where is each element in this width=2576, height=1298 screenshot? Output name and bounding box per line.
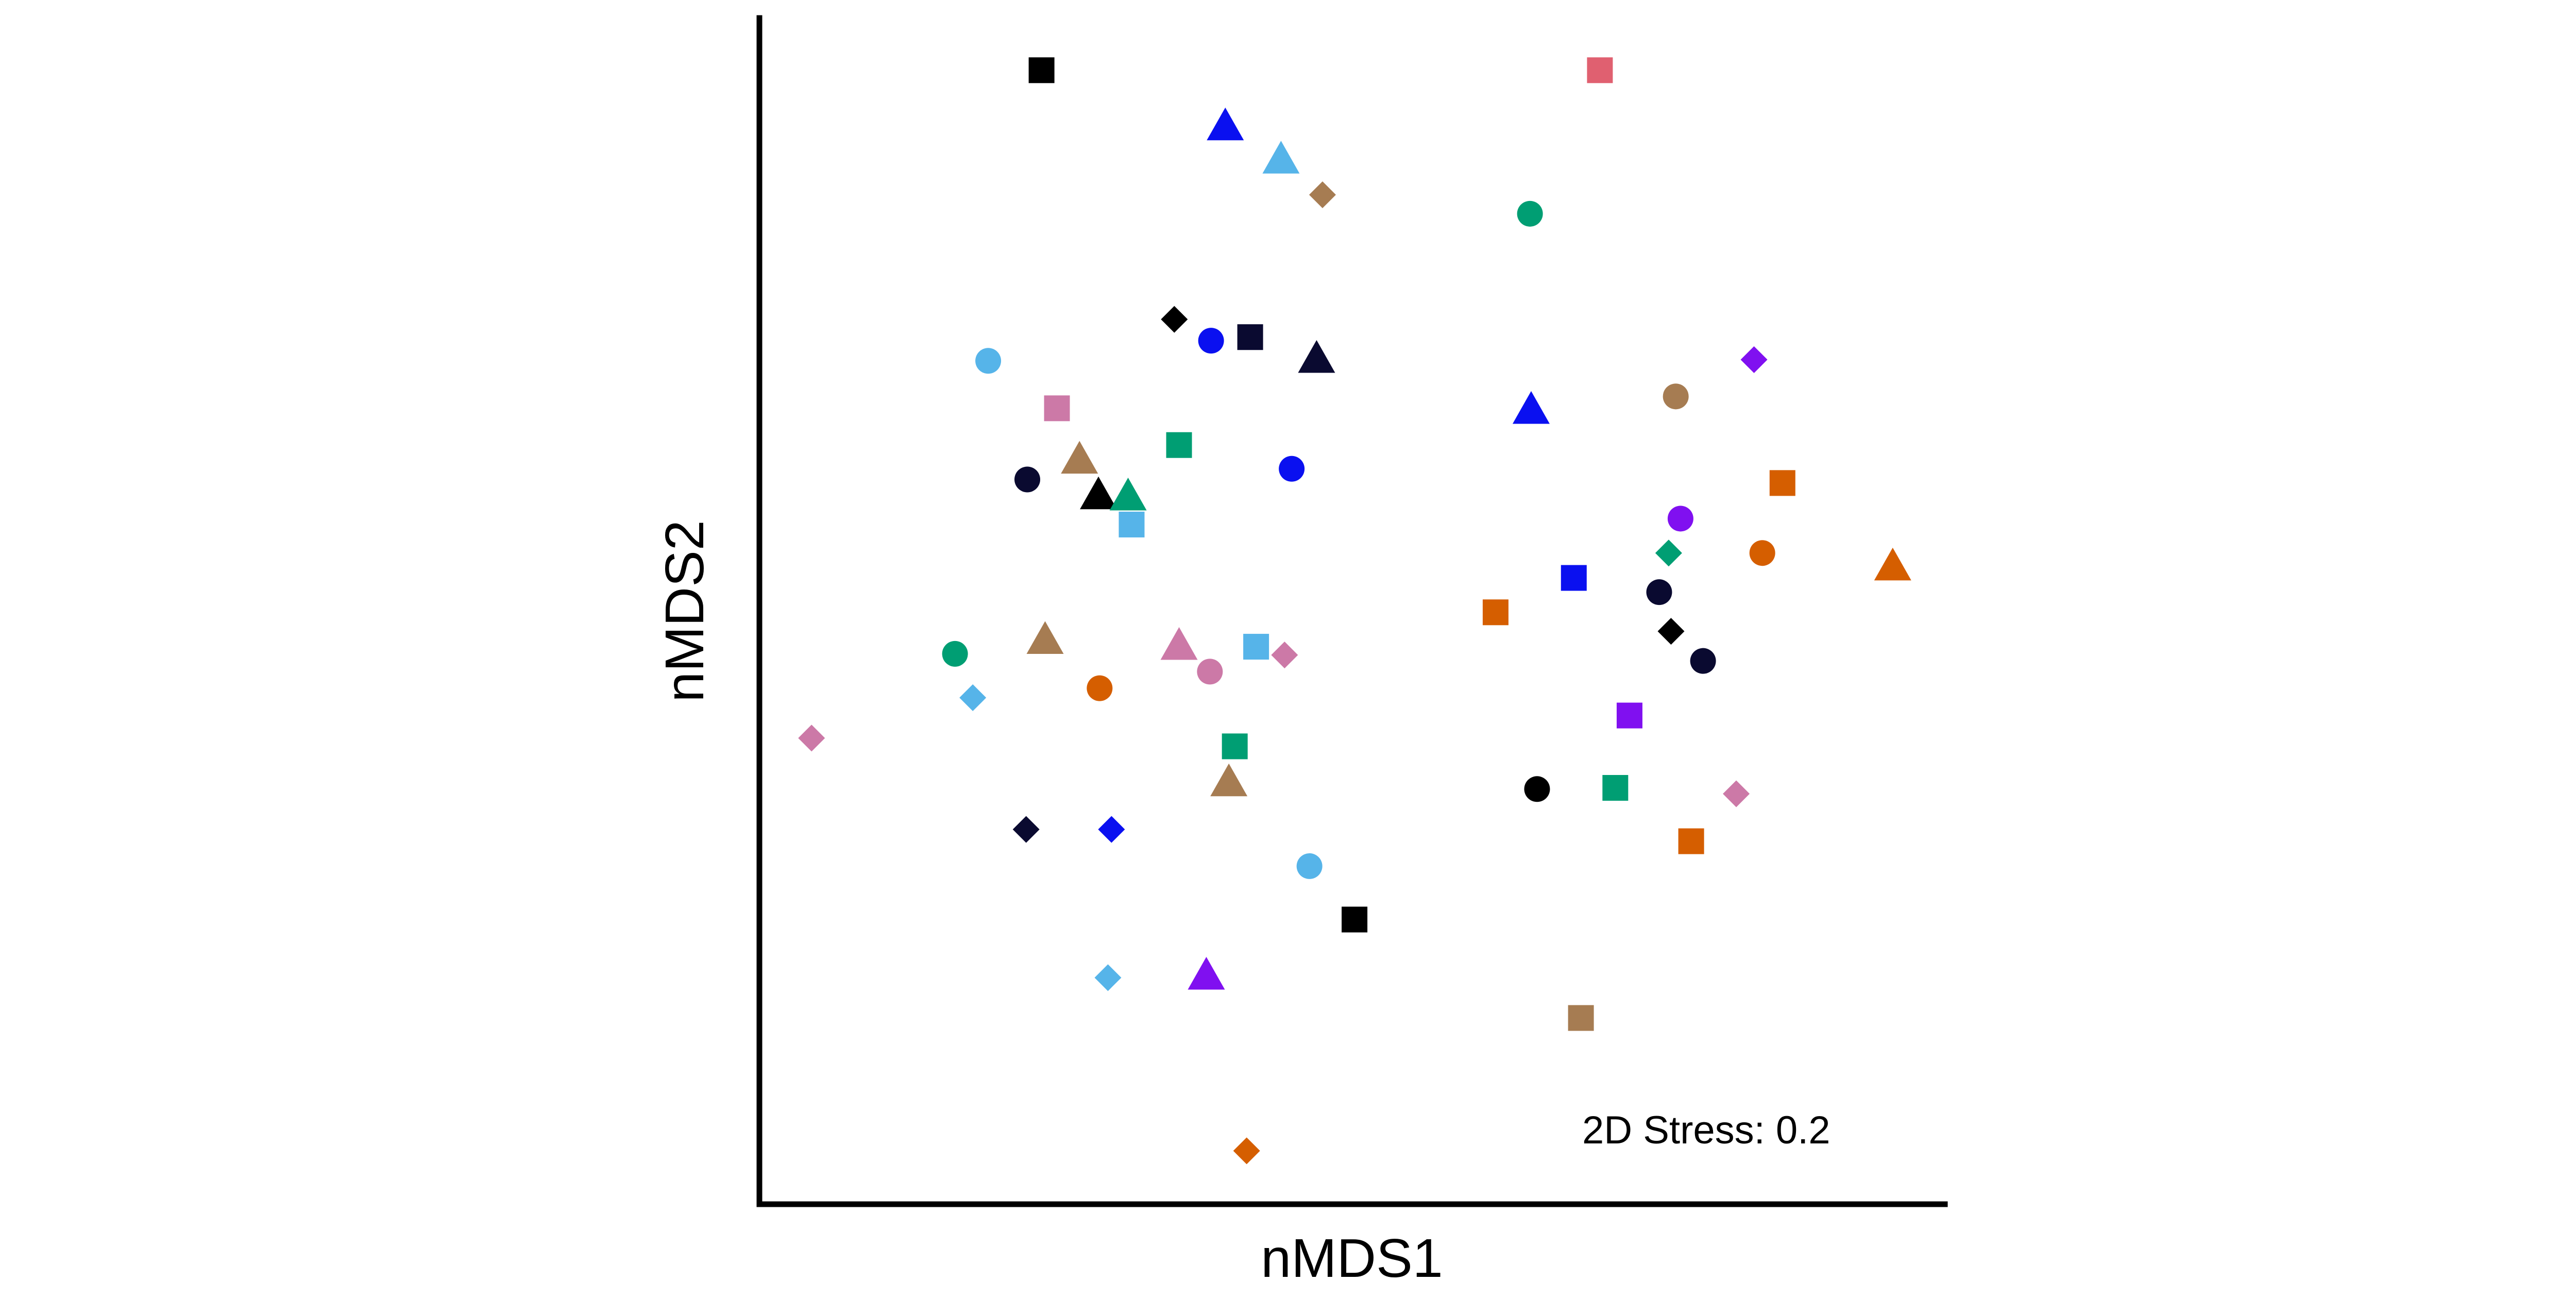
- data-point-square: [1222, 733, 1248, 760]
- data-point-circle: [975, 348, 1002, 374]
- data-point-diamond: [1094, 964, 1122, 991]
- data-point-triangle: [1874, 547, 1911, 581]
- data-point-diamond: [1657, 618, 1685, 645]
- data-point-square: [1602, 774, 1629, 801]
- data-point-triangle: [1188, 957, 1225, 990]
- data-point-triangle: [1061, 441, 1098, 474]
- data-point-square: [1616, 702, 1642, 729]
- data-point-square: [1587, 57, 1613, 83]
- data-point-circle: [1014, 466, 1041, 493]
- data-point-triangle: [1512, 391, 1550, 424]
- data-points-layer: [798, 57, 1911, 1165]
- data-point-square: [1118, 511, 1145, 537]
- data-point-circle: [1198, 328, 1224, 354]
- data-point-circle: [1749, 540, 1775, 566]
- data-point-diamond: [1098, 816, 1125, 843]
- data-point-diamond: [1740, 346, 1768, 373]
- data-point-diamond: [1012, 816, 1040, 843]
- data-point-circle: [1087, 675, 1113, 701]
- data-point-diamond: [1161, 306, 1188, 333]
- data-point-diamond: [1723, 780, 1750, 807]
- data-point-circle: [1524, 776, 1550, 802]
- data-point-circle: [1517, 200, 1543, 227]
- data-point-square: [1237, 324, 1263, 350]
- data-point-square: [1561, 565, 1587, 591]
- data-point-circle: [1279, 456, 1305, 482]
- data-point-triangle: [1109, 478, 1147, 511]
- data-point-circle: [1197, 659, 1223, 685]
- data-point-triangle: [1026, 621, 1064, 654]
- data-point-square: [1769, 470, 1795, 496]
- x-axis-title: nMDS1: [1261, 1228, 1443, 1289]
- data-point-diamond: [1309, 181, 1336, 208]
- data-point-triangle: [1080, 476, 1117, 510]
- data-point-square: [1342, 906, 1368, 933]
- data-point-triangle: [1298, 340, 1335, 373]
- data-point-square: [1028, 57, 1055, 83]
- data-point-diamond: [1233, 1137, 1260, 1165]
- data-point-circle: [1690, 648, 1716, 674]
- data-point-square: [1044, 395, 1070, 422]
- data-point-circle: [1296, 853, 1323, 879]
- data-point-square: [1568, 1005, 1594, 1031]
- stress-annotation: 2D Stress: 0.2: [1582, 1108, 1831, 1152]
- data-point-triangle: [1160, 627, 1198, 660]
- data-point-circle: [1663, 383, 1689, 410]
- data-point-square: [1678, 828, 1704, 854]
- data-point-triangle: [1262, 141, 1300, 174]
- data-point-circle: [1667, 505, 1693, 532]
- data-point-diamond: [959, 684, 987, 712]
- data-point-square: [1482, 599, 1509, 626]
- data-point-diamond: [1655, 540, 1682, 567]
- y-axis-title: nMDS2: [654, 520, 715, 702]
- data-point-circle: [942, 640, 968, 667]
- data-point-square: [1166, 432, 1192, 458]
- data-point-triangle: [1210, 763, 1248, 797]
- data-point-triangle: [1207, 107, 1244, 141]
- data-point-circle: [1646, 579, 1672, 605]
- data-point-diamond: [798, 724, 825, 752]
- data-point-diamond: [1271, 642, 1298, 669]
- data-point-square: [1243, 634, 1269, 660]
